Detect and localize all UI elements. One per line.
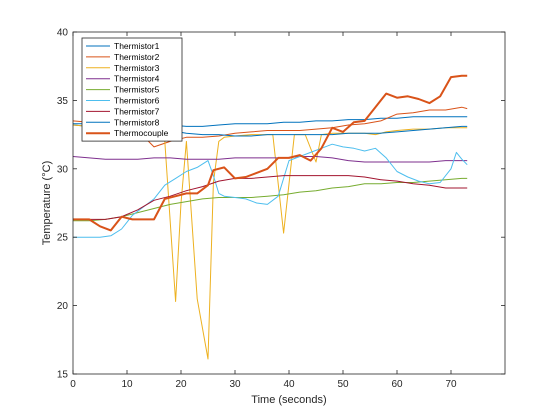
- y-axis-label: Temperature (°C): [41, 161, 53, 245]
- x-tick-label: 50: [337, 379, 349, 390]
- x-tick-label: 70: [445, 379, 457, 390]
- y-tick-label: 40: [57, 28, 69, 39]
- legend-label-thermistor8: Thermistor8: [114, 117, 160, 127]
- legend-label-thermistor3: Thermistor3: [114, 63, 160, 73]
- x-tick-label: 10: [121, 379, 133, 390]
- series-line-thermistor4: [72, 156, 468, 163]
- x-tick-label: 60: [391, 379, 403, 390]
- legend-label-thermistor6: Thermistor6: [114, 96, 160, 106]
- y-tick-label: 15: [57, 370, 69, 381]
- series-line-thermistor7: [73, 175, 468, 220]
- x-tick-label: 40: [283, 379, 295, 390]
- y-tick-label: 20: [57, 301, 69, 312]
- x-tick-label: 0: [70, 379, 76, 390]
- legend-label-thermistor5: Thermistor5: [114, 85, 160, 95]
- y-tick-label: 35: [57, 96, 69, 107]
- legend: Thermistor1Thermistor2Thermistor3Thermis…: [81, 37, 183, 142]
- x-tick-label: 30: [229, 379, 241, 390]
- x-tick-label: 20: [175, 379, 187, 390]
- series-line-thermocouple: [73, 74, 468, 232]
- series-line-thermistor5: [73, 177, 468, 222]
- x-axis-label: Time (seconds): [251, 394, 326, 406]
- legend-label-thermistor7: Thermistor7: [114, 106, 160, 116]
- legend-label-thermistor1: Thermistor1: [114, 41, 160, 51]
- y-tick-label: 25: [57, 233, 69, 244]
- legend-label-thermistor2: Thermistor2: [114, 52, 160, 62]
- y-tick-label: 30: [57, 164, 69, 175]
- legend-label-thermocouple: Thermocouple: [114, 128, 169, 138]
- axes-layer: 0 10 20 30 40 50 60 70 15 20 25 30 35 40: [57, 28, 506, 390]
- legend-label-thermistor4: Thermistor4: [114, 74, 160, 84]
